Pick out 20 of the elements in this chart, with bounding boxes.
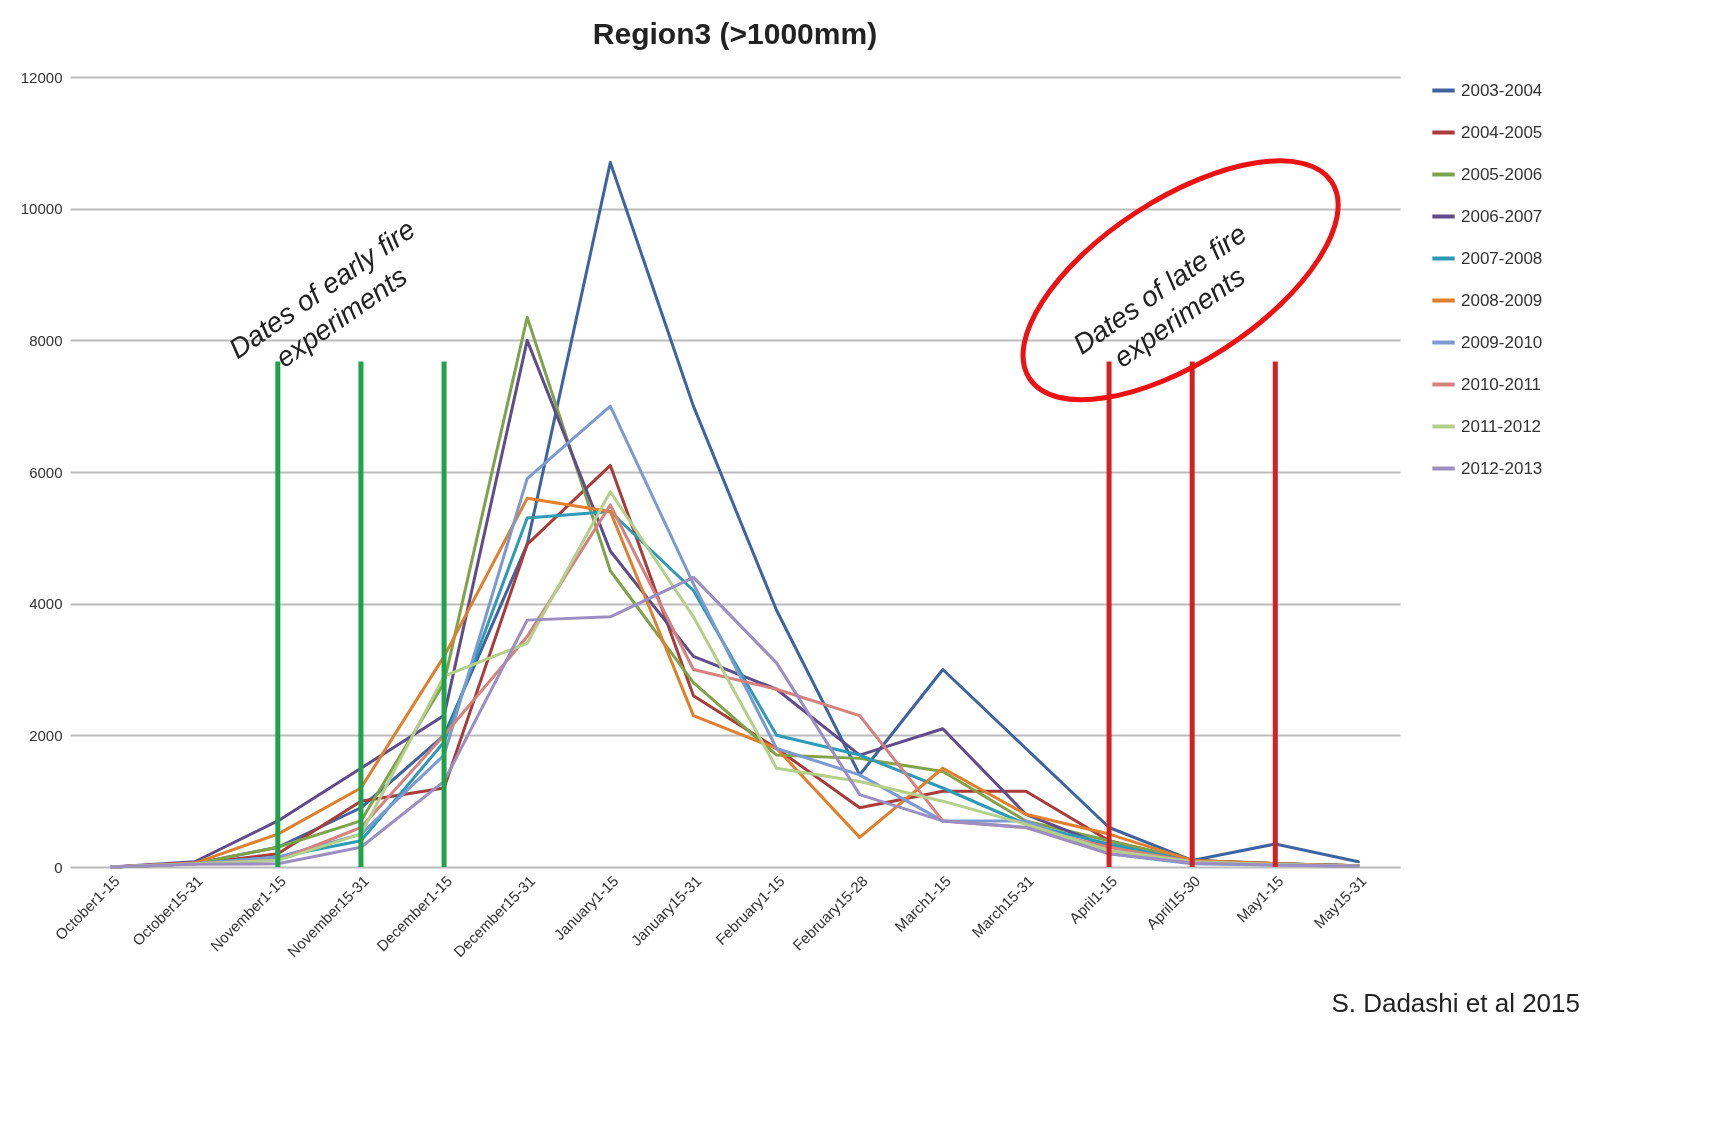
y-tick-label: 4000 bbox=[29, 595, 63, 613]
y-tick-label: 10000 bbox=[20, 200, 63, 218]
y-tick-label: 6000 bbox=[29, 463, 63, 481]
legend-label: 2010-2011 bbox=[1461, 374, 1542, 394]
line-series bbox=[110, 575, 1360, 869]
y-tick-label: 12000 bbox=[20, 68, 63, 86]
chart-title: Region3 (>1000mm) bbox=[592, 17, 878, 50]
legend-label: 2008-2009 bbox=[1461, 290, 1543, 310]
legend-label: 2006-2007 bbox=[1461, 206, 1543, 226]
legend-label: 2005-2006 bbox=[1461, 164, 1543, 184]
y-tick-label: 8000 bbox=[29, 331, 63, 349]
y-tick-label: 0 bbox=[54, 858, 63, 876]
legend-label: 2012-2013 bbox=[1461, 458, 1543, 478]
legend-label: 2003-2004 bbox=[1461, 80, 1543, 100]
legend-label: 2004-2005 bbox=[1461, 122, 1543, 142]
legend-label: 2009-2010 bbox=[1461, 332, 1543, 352]
legend-label: 2007-2008 bbox=[1461, 248, 1543, 268]
y-tick-label: 2000 bbox=[29, 726, 63, 744]
text: S. Dadashi et al 2015 bbox=[1331, 988, 1580, 1018]
legend-label: 2011-2012 bbox=[1461, 416, 1542, 436]
